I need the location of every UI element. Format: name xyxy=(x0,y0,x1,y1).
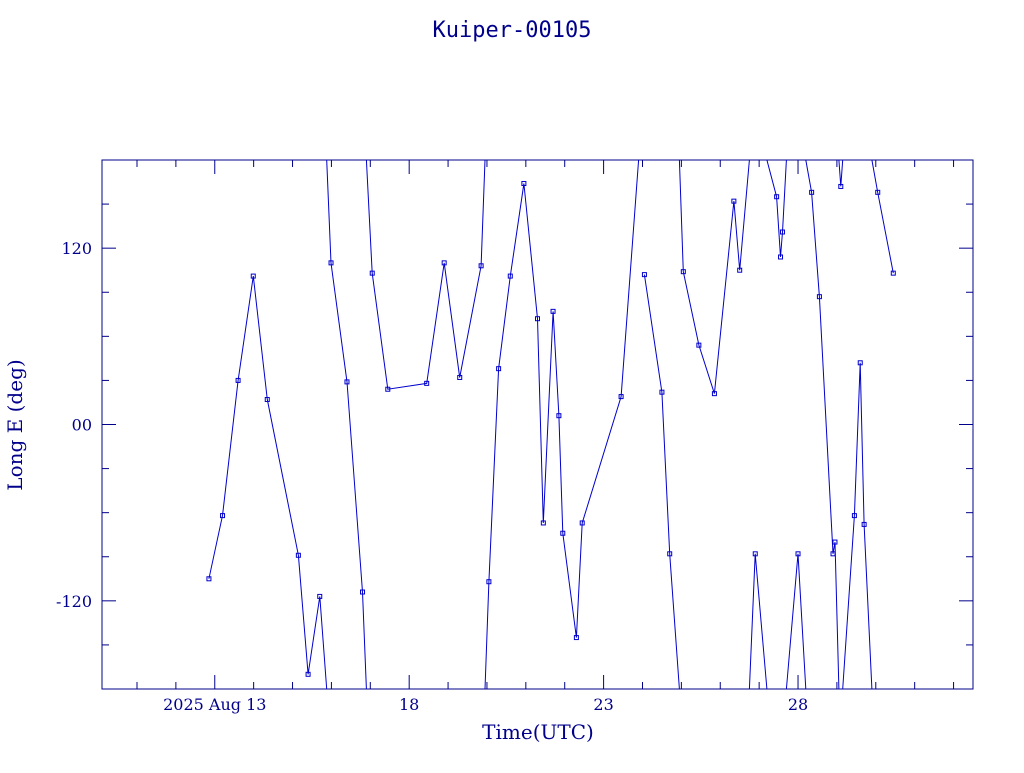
data-point xyxy=(550,308,556,314)
data-point xyxy=(774,194,780,200)
data-point xyxy=(838,183,844,189)
series-group xyxy=(206,159,896,690)
data-point xyxy=(295,552,301,558)
x-tick-labels: 2025 Aug 13 18 23 28 xyxy=(163,695,808,714)
series-line xyxy=(643,274,680,690)
x-tick-label: 2025 Aug 13 xyxy=(163,695,266,714)
series-line xyxy=(838,159,844,187)
data-point xyxy=(540,520,546,526)
data-point xyxy=(737,267,743,273)
data-point xyxy=(795,551,801,557)
y-tick-label: 00 xyxy=(72,416,92,435)
data-point xyxy=(659,389,665,395)
series-line xyxy=(208,276,328,690)
data-point xyxy=(752,551,758,557)
data-point xyxy=(521,181,527,187)
x-tick-label: 28 xyxy=(788,695,808,714)
data-point xyxy=(573,635,579,641)
data-point xyxy=(830,551,836,557)
data-point xyxy=(857,360,863,366)
y-tick-label: 120 xyxy=(61,239,92,258)
data-point xyxy=(851,513,857,519)
data-point xyxy=(556,413,562,419)
series-line xyxy=(766,159,787,258)
series-line xyxy=(842,362,873,690)
data-point xyxy=(778,254,784,260)
series-line xyxy=(365,159,486,390)
x-ticks xyxy=(136,160,955,689)
series-line xyxy=(785,553,807,690)
data-point xyxy=(779,229,785,235)
data-point xyxy=(328,260,334,266)
data-point xyxy=(250,273,256,279)
data-point xyxy=(441,260,447,266)
data-point xyxy=(385,386,391,392)
y-tick-label: -120 xyxy=(56,592,92,611)
data-point xyxy=(305,671,311,677)
x-tick-label: 18 xyxy=(399,695,419,714)
data-point xyxy=(507,273,513,279)
data-point xyxy=(424,380,430,386)
data-point xyxy=(680,269,686,275)
x-tick-label: 23 xyxy=(593,695,613,714)
data-point xyxy=(618,394,624,400)
data-point xyxy=(220,513,226,519)
data-point xyxy=(560,530,566,536)
data-point xyxy=(535,316,540,322)
data-point xyxy=(235,377,241,383)
data-point xyxy=(731,198,737,204)
data-point xyxy=(809,189,815,195)
data-point xyxy=(264,397,270,403)
y-axis-label: Long E (deg) xyxy=(3,359,27,490)
data-point xyxy=(816,294,822,300)
data-point xyxy=(579,520,585,526)
x-axis-label: Time(UTC) xyxy=(482,720,594,744)
data-point xyxy=(206,576,212,582)
data-point xyxy=(832,539,838,545)
data-point xyxy=(478,263,484,269)
series-line xyxy=(484,159,640,690)
data-point xyxy=(317,593,323,599)
data-point xyxy=(711,391,717,397)
data-point xyxy=(667,551,673,557)
data-point xyxy=(875,189,881,195)
data-point xyxy=(861,521,867,527)
chart-title: Kuiper-00105 xyxy=(433,18,592,43)
series-line xyxy=(326,159,367,690)
data-point xyxy=(369,270,375,276)
series-line xyxy=(871,159,894,274)
data-point xyxy=(344,379,350,385)
series-line xyxy=(678,159,750,394)
y-ticks xyxy=(102,203,973,646)
data-point xyxy=(890,270,896,276)
data-point xyxy=(360,589,366,595)
data-point xyxy=(496,366,502,372)
data-point xyxy=(486,579,492,585)
series-line xyxy=(748,553,768,690)
data-point xyxy=(696,342,702,348)
series-line xyxy=(805,159,840,690)
y-tick-labels: 120 00 -120 xyxy=(56,239,92,611)
data-point xyxy=(641,272,647,278)
data-point xyxy=(457,374,463,380)
